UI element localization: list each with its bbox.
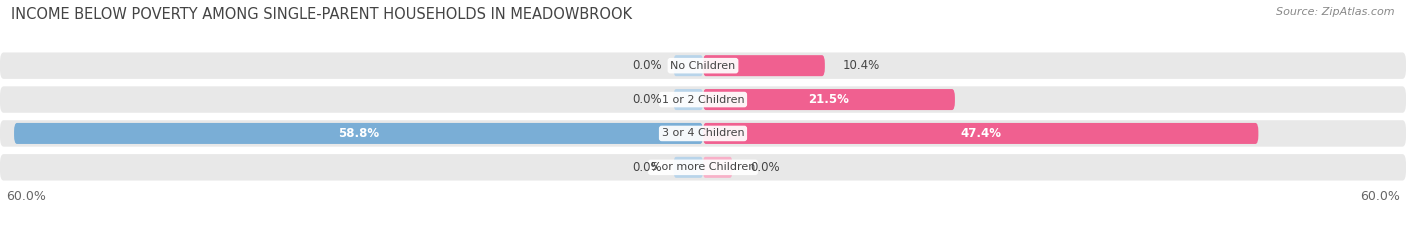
Text: No Children: No Children — [671, 61, 735, 71]
Text: 0.0%: 0.0% — [633, 161, 662, 174]
FancyBboxPatch shape — [673, 55, 703, 76]
Text: 47.4%: 47.4% — [960, 127, 1001, 140]
FancyBboxPatch shape — [703, 157, 733, 178]
Text: Source: ZipAtlas.com: Source: ZipAtlas.com — [1277, 7, 1395, 17]
Text: 0.0%: 0.0% — [633, 93, 662, 106]
FancyBboxPatch shape — [0, 154, 1406, 181]
FancyBboxPatch shape — [0, 120, 1406, 147]
Text: 0.0%: 0.0% — [633, 59, 662, 72]
FancyBboxPatch shape — [673, 89, 703, 110]
FancyBboxPatch shape — [14, 123, 703, 144]
FancyBboxPatch shape — [703, 123, 1258, 144]
Text: 60.0%: 60.0% — [1360, 190, 1400, 203]
Text: 3 or 4 Children: 3 or 4 Children — [662, 128, 744, 138]
FancyBboxPatch shape — [673, 157, 703, 178]
FancyBboxPatch shape — [703, 89, 955, 110]
Text: 21.5%: 21.5% — [808, 93, 849, 106]
Text: 5 or more Children: 5 or more Children — [651, 162, 755, 172]
Text: INCOME BELOW POVERTY AMONG SINGLE-PARENT HOUSEHOLDS IN MEADOWBROOK: INCOME BELOW POVERTY AMONG SINGLE-PARENT… — [11, 7, 633, 22]
Text: 58.8%: 58.8% — [337, 127, 380, 140]
FancyBboxPatch shape — [703, 55, 825, 76]
FancyBboxPatch shape — [0, 86, 1406, 113]
Text: 60.0%: 60.0% — [6, 190, 46, 203]
FancyBboxPatch shape — [0, 52, 1406, 79]
Text: 10.4%: 10.4% — [842, 59, 880, 72]
Text: 0.0%: 0.0% — [749, 161, 779, 174]
Text: 1 or 2 Children: 1 or 2 Children — [662, 95, 744, 105]
